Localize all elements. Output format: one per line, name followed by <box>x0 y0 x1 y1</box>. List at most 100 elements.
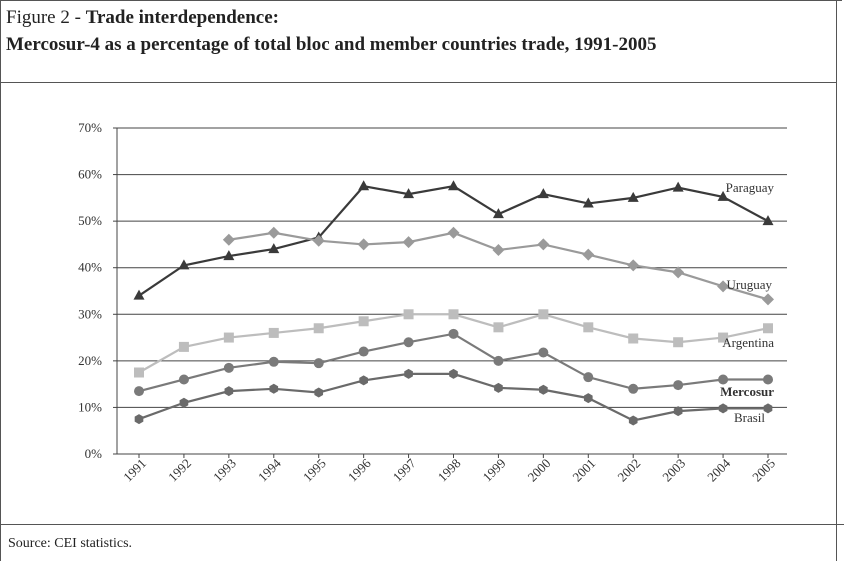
data-point <box>538 347 549 358</box>
data-point <box>358 316 369 327</box>
data-point <box>178 374 189 385</box>
data-point <box>673 406 683 417</box>
data-point <box>269 383 279 394</box>
x-tick-label: 2000 <box>524 456 553 485</box>
data-point <box>627 191 639 202</box>
data-point <box>268 356 279 367</box>
data-point <box>628 383 639 394</box>
data-point <box>133 289 145 300</box>
x-tick-label: 2003 <box>659 456 688 485</box>
data-point <box>134 414 144 425</box>
data-point <box>313 358 324 369</box>
data-point <box>537 238 550 251</box>
x-tick-label: 1993 <box>210 456 239 485</box>
data-point <box>402 236 415 249</box>
data-point <box>583 372 594 383</box>
data-point <box>538 309 549 320</box>
data-point <box>493 355 504 366</box>
title-line-2: Mercosur-4 as a percentage of total bloc… <box>6 31 836 58</box>
data-point <box>403 188 415 199</box>
data-point <box>672 266 685 279</box>
data-point <box>627 259 640 272</box>
y-tick-label: 40% <box>78 260 102 275</box>
x-tick-label: 2001 <box>569 456 598 485</box>
title-line-1: Figure 2 - Trade interdependence: <box>6 4 836 31</box>
data-point <box>492 208 504 219</box>
data-point <box>494 382 503 393</box>
data-point <box>357 238 370 251</box>
source-divider <box>0 524 844 525</box>
data-point <box>582 248 595 261</box>
data-point <box>312 234 325 247</box>
series-line-brasil <box>138 372 768 422</box>
data-point <box>493 322 504 333</box>
data-point <box>358 346 369 357</box>
data-point <box>223 332 234 343</box>
data-point <box>359 375 368 386</box>
y-tick-label: 30% <box>78 306 102 321</box>
data-point <box>449 368 458 379</box>
data-point <box>224 386 234 397</box>
series-line-uruguay <box>228 231 769 301</box>
data-point <box>134 386 144 397</box>
y-tick-label: 0% <box>85 446 103 461</box>
series-label-uruguay: Uruguay <box>727 277 773 292</box>
data-point <box>179 397 189 408</box>
data-point <box>268 243 280 254</box>
data-point <box>718 374 729 385</box>
y-tick-label: 10% <box>78 399 102 414</box>
x-tick-label: 2002 <box>614 456 643 485</box>
data-point <box>404 368 413 379</box>
data-point <box>267 226 280 239</box>
series-label-paraguay: Paraguay <box>726 180 775 195</box>
data-point <box>134 367 144 378</box>
data-point <box>223 362 234 373</box>
title-subtitle: Mercosur-4 as a percentage of total bloc… <box>6 34 657 55</box>
data-point <box>537 188 549 199</box>
data-point <box>178 341 189 352</box>
series-label-argentina: Argentina <box>722 335 774 350</box>
y-tick-label: 70% <box>78 120 102 135</box>
x-tick-label: 1997 <box>390 455 419 484</box>
figure-prefix: Figure 2 - <box>6 7 86 28</box>
frame-left-border <box>0 0 1 561</box>
figure-title: Figure 2 - Trade interdependence: Mercos… <box>6 4 836 58</box>
data-point <box>672 181 684 192</box>
data-point <box>223 250 235 261</box>
x-tick-label: 2005 <box>749 456 778 485</box>
data-point <box>448 328 459 339</box>
x-tick-label: 1995 <box>300 456 329 485</box>
data-point <box>583 393 593 404</box>
y-tick-label: 20% <box>78 353 102 368</box>
data-point <box>448 309 459 320</box>
x-tick-label: 2004 <box>704 455 733 484</box>
x-tick-label: 1991 <box>120 456 149 485</box>
data-point <box>583 322 594 333</box>
data-point <box>582 197 594 208</box>
x-tick-label: 1994 <box>255 455 284 484</box>
data-point <box>718 332 729 343</box>
data-point <box>492 244 505 257</box>
data-point <box>762 215 774 226</box>
data-point <box>763 403 773 414</box>
frame-top-border <box>0 0 842 1</box>
x-tick-label: 1999 <box>480 456 509 485</box>
data-point <box>673 337 684 348</box>
title-bold-text: Trade interdependence: <box>85 7 279 28</box>
data-point <box>628 415 638 426</box>
data-point <box>673 380 684 391</box>
data-point <box>314 387 324 398</box>
data-point <box>403 337 414 348</box>
data-point <box>762 293 774 306</box>
title-divider <box>0 82 837 83</box>
data-point <box>717 190 729 201</box>
data-point <box>403 309 414 320</box>
data-point <box>268 327 279 338</box>
series-label-mercosur: Mercosur <box>720 384 774 399</box>
data-point <box>358 180 370 191</box>
source-note: Source: CEI statistics. <box>8 536 133 551</box>
x-tick-label: 1996 <box>345 455 374 484</box>
data-point <box>718 403 728 414</box>
data-point <box>447 226 460 239</box>
